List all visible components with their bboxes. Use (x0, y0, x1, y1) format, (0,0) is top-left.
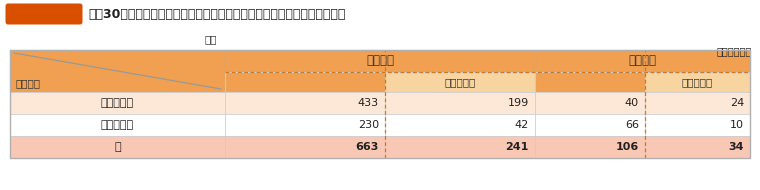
Bar (10, 136, 225, 158)
Bar (385, 92, 535, 114)
Text: 合格者数: 合格者数 (629, 55, 657, 67)
Text: 航空情報科: 航空情報科 (101, 98, 134, 108)
Text: 項目: 項目 (204, 34, 217, 44)
Bar (225, 92, 385, 114)
Bar (535, 92, 645, 114)
Text: うち女性数: うち女性数 (682, 77, 713, 87)
Bar (10, 92, 225, 114)
Bar (10, 50, 750, 158)
Text: 241: 241 (505, 142, 529, 152)
Bar (535, 114, 645, 136)
Text: 34: 34 (729, 142, 744, 152)
Text: 申込者数: 申込者数 (366, 55, 394, 67)
Bar (225, 114, 385, 136)
Bar (645, 72, 750, 92)
Bar (10, 50, 225, 92)
Text: 計: 計 (114, 142, 121, 152)
Text: 663: 663 (356, 142, 379, 152)
Bar (225, 136, 385, 158)
Text: うち女性数: うち女性数 (445, 77, 476, 87)
Text: 66: 66 (625, 120, 639, 130)
Text: 40: 40 (625, 98, 639, 108)
Text: 24: 24 (730, 98, 744, 108)
Text: 資料1-10: 資料1-10 (26, 9, 62, 19)
Text: 10: 10 (730, 120, 744, 130)
Text: 230: 230 (358, 120, 379, 130)
Bar (645, 114, 750, 136)
Text: 106: 106 (616, 142, 639, 152)
Bar (385, 114, 535, 136)
Bar (385, 72, 535, 92)
Bar (225, 72, 385, 92)
Text: 433: 433 (358, 98, 379, 108)
Bar (535, 50, 750, 72)
Bar (645, 136, 750, 158)
Bar (535, 72, 645, 92)
Text: 平成30年度航空保安大学校学生採用試験の区分試験別申込者数・合格者数: 平成30年度航空保安大学校学生採用試験の区分試験別申込者数・合格者数 (88, 7, 345, 21)
Text: 区分試験: 区分試験 (16, 78, 41, 88)
Bar (645, 92, 750, 114)
Text: 航空電子科: 航空電子科 (101, 120, 134, 130)
Bar (385, 136, 535, 158)
FancyBboxPatch shape (5, 3, 83, 25)
Text: 42: 42 (515, 120, 529, 130)
Bar (10, 114, 225, 136)
Text: （単位：人）: （単位：人） (717, 46, 752, 56)
Bar (225, 50, 535, 72)
Bar (535, 136, 645, 158)
Text: 199: 199 (508, 98, 529, 108)
